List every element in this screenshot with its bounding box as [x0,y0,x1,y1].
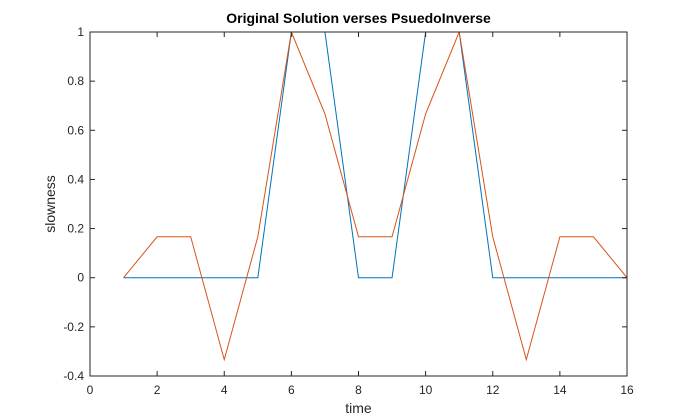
ticks-layer: 0 2 4 6 8 10 12 14 16 -0.4 -0.2 0 0.2 0.4 0.6 0.8 1 [63,25,634,397]
chart-title: Original Solution verses PsuedoInverse [226,10,491,26]
x-tick-label: 16 [620,383,634,397]
y-tick-label: 0.4 [67,172,84,186]
x-axis-label: time [345,400,372,416]
x-tick-label: 12 [486,383,500,397]
x-tick-label: 4 [221,383,228,397]
x-tick-label: 2 [154,383,161,397]
plot-area [90,32,627,376]
y-tick-label: -0.2 [63,320,84,334]
y-tick-label: 0.6 [67,123,84,137]
y-tick-label: 0.2 [67,222,84,236]
y-tick-label: 1 [77,25,84,39]
y-tick-label: -0.4 [63,369,84,383]
x-tick-label: 10 [419,383,433,397]
x-tick-label: 14 [553,383,567,397]
y-tick-label: 0.8 [67,74,84,88]
y-tick-label: 0 [77,271,84,285]
series-line-1 [123,32,627,279]
y-axis-label: slowness [42,175,58,233]
x-tick-label: 0 [87,383,94,397]
series-layer [123,32,627,362]
series-line-2 [123,32,627,362]
x-tick-label: 8 [355,383,362,397]
x-tick-label: 6 [288,383,295,397]
